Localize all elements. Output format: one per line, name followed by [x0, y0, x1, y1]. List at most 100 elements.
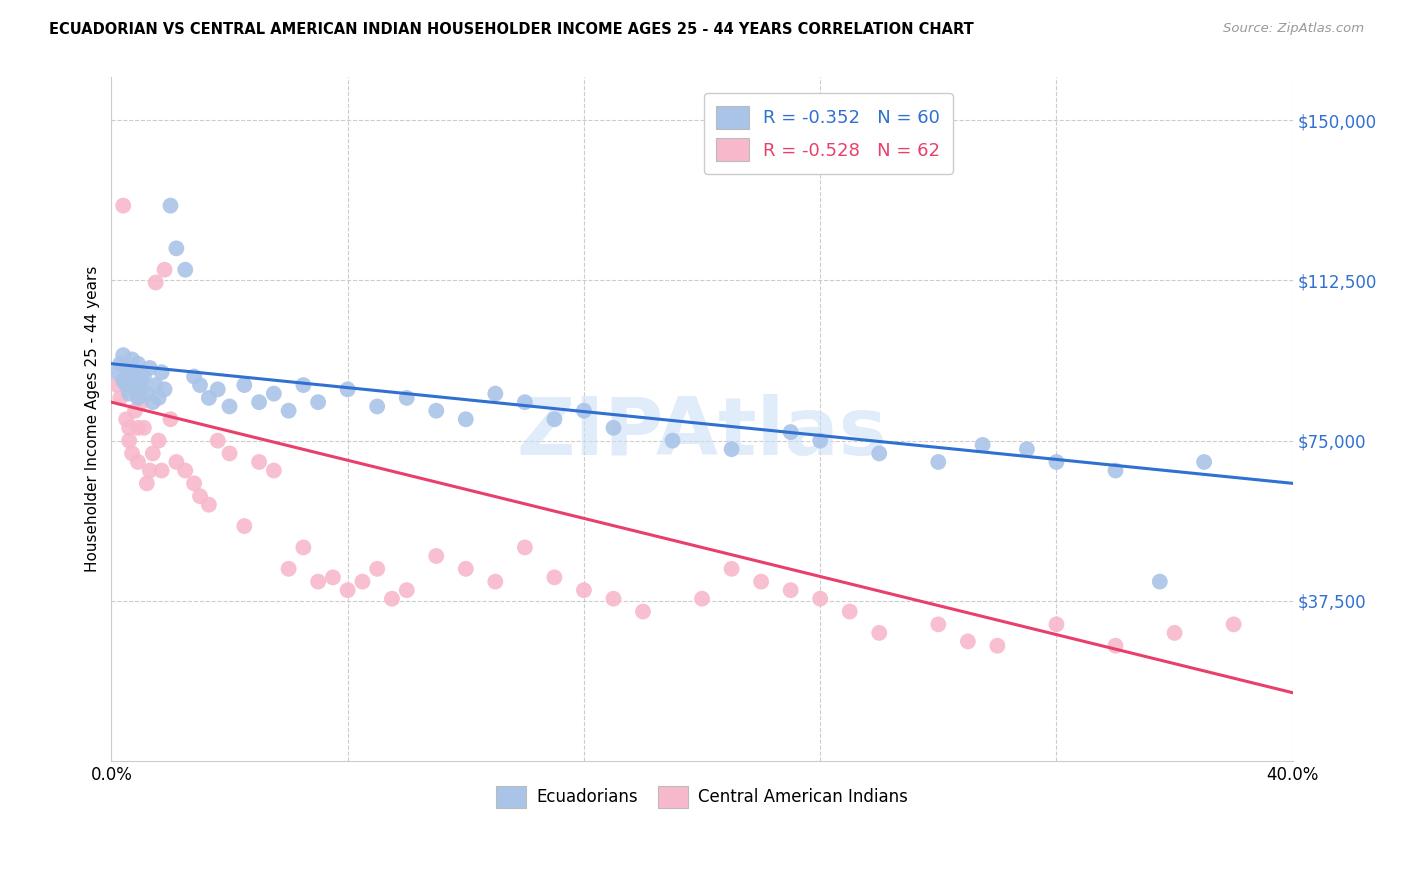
Point	[292, 541, 315, 555]
Point	[148, 391, 170, 405]
Point	[956, 634, 979, 648]
Point	[198, 498, 221, 512]
Point	[174, 464, 197, 478]
Point	[183, 369, 205, 384]
Point	[263, 386, 285, 401]
Point	[183, 476, 205, 491]
Point	[233, 519, 256, 533]
Point	[110, 391, 132, 405]
Point	[277, 562, 299, 576]
Point	[121, 369, 143, 384]
Point	[513, 541, 536, 555]
Point	[129, 395, 152, 409]
Point	[779, 425, 801, 439]
Point	[121, 446, 143, 460]
Point	[307, 395, 329, 409]
Point	[188, 489, 211, 503]
Point	[868, 626, 890, 640]
Point	[127, 391, 149, 405]
Point	[838, 605, 860, 619]
Point	[927, 617, 949, 632]
Point	[110, 357, 132, 371]
Point	[425, 403, 447, 417]
Point	[135, 476, 157, 491]
Point	[118, 434, 141, 448]
Point	[484, 574, 506, 589]
Point	[165, 455, 187, 469]
Point	[198, 391, 221, 405]
Point	[631, 605, 654, 619]
Text: Source: ZipAtlas.com: Source: ZipAtlas.com	[1223, 22, 1364, 36]
Point	[121, 352, 143, 367]
Point	[188, 378, 211, 392]
Point	[247, 395, 270, 409]
Point	[124, 382, 146, 396]
Point	[602, 591, 624, 606]
Point	[124, 365, 146, 379]
Point	[121, 378, 143, 392]
Point	[207, 382, 229, 396]
Point	[972, 438, 994, 452]
Point	[454, 562, 477, 576]
Point	[105, 378, 128, 392]
Point	[1015, 442, 1038, 457]
Point	[124, 403, 146, 417]
Legend: Ecuadorians, Central American Indians: Ecuadorians, Central American Indians	[489, 780, 914, 814]
Point	[118, 421, 141, 435]
Point	[150, 365, 173, 379]
Point	[142, 446, 165, 460]
Point	[115, 378, 138, 392]
Point	[808, 591, 831, 606]
Point	[174, 262, 197, 277]
Point	[1104, 639, 1126, 653]
Point	[247, 455, 270, 469]
Point	[366, 400, 388, 414]
Point	[395, 391, 418, 405]
Point	[572, 403, 595, 417]
Point	[145, 378, 167, 392]
Point	[352, 574, 374, 589]
Point	[572, 583, 595, 598]
Point	[142, 395, 165, 409]
Point	[425, 549, 447, 563]
Point	[165, 241, 187, 255]
Point	[207, 434, 229, 448]
Point	[1149, 574, 1171, 589]
Point	[749, 574, 772, 589]
Point	[720, 562, 742, 576]
Point	[602, 421, 624, 435]
Point	[148, 434, 170, 448]
Point	[808, 434, 831, 448]
Point	[661, 434, 683, 448]
Point	[543, 570, 565, 584]
Point	[127, 455, 149, 469]
Point	[135, 386, 157, 401]
Point	[129, 382, 152, 396]
Point	[150, 464, 173, 478]
Point	[395, 583, 418, 598]
Point	[115, 361, 138, 376]
Point	[307, 574, 329, 589]
Point	[129, 374, 152, 388]
Point	[779, 583, 801, 598]
Point	[127, 421, 149, 435]
Point	[159, 199, 181, 213]
Point	[159, 412, 181, 426]
Point	[153, 382, 176, 396]
Point	[927, 455, 949, 469]
Text: ZIPAtlas: ZIPAtlas	[516, 394, 887, 472]
Point	[112, 348, 135, 362]
Point	[263, 464, 285, 478]
Point	[484, 386, 506, 401]
Point	[153, 262, 176, 277]
Point	[1045, 455, 1067, 469]
Point	[336, 583, 359, 598]
Point	[1192, 455, 1215, 469]
Point	[105, 365, 128, 379]
Point	[218, 400, 240, 414]
Point	[218, 446, 240, 460]
Point	[139, 361, 162, 376]
Point	[720, 442, 742, 457]
Point	[118, 369, 141, 384]
Point	[115, 412, 138, 426]
